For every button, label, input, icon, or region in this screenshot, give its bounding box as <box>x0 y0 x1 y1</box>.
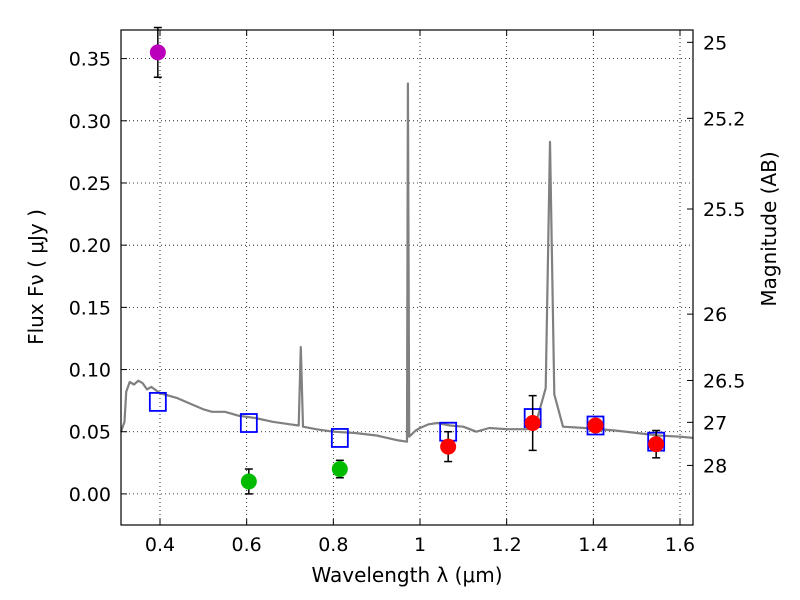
right-tick-label: 27 <box>703 412 727 434</box>
spectrum-line <box>119 82 694 443</box>
x-axis: 0.4 0.6 0.8 1 1.2 1.4 1.6 <box>145 30 695 556</box>
right-tick-label: 26 <box>703 304 727 326</box>
grid <box>121 30 693 525</box>
right-tick-label: 25.2 <box>703 108 745 130</box>
data-point <box>587 417 604 434</box>
data-point <box>648 436 665 453</box>
x-axis-label: Wavelength λ (μm) <box>311 563 502 587</box>
x-tick-label: 1.4 <box>578 534 608 556</box>
y-tick-label: 0.25 <box>69 173 111 195</box>
x-tick-label: 0.8 <box>318 534 348 556</box>
model-square-point <box>239 413 258 433</box>
x-tick-label: 0.6 <box>232 534 262 556</box>
y-tick-label: 0.15 <box>69 297 111 319</box>
model-square-point <box>148 391 167 412</box>
y-tick-label: 0.05 <box>69 422 111 444</box>
right-tick-label: 28 <box>703 455 727 477</box>
y-tick-label: 0.10 <box>69 360 111 382</box>
right-tick-label: 25 <box>703 32 727 54</box>
plot-frame <box>120 29 694 526</box>
x-tick-label: 1 <box>414 534 426 556</box>
x-tick-label: 1.2 <box>492 534 522 556</box>
data-point <box>524 415 541 432</box>
right-tick-label: 26.5 <box>703 370 745 392</box>
data-point <box>440 438 457 455</box>
y-tick-label: 0.20 <box>69 235 111 257</box>
model-square-point <box>330 428 349 448</box>
x-tick-label: 1.6 <box>665 534 695 556</box>
y-tick-label: 0.35 <box>69 49 111 71</box>
x-tick-label: 0.4 <box>145 534 175 556</box>
data-point <box>331 461 348 478</box>
y-axis-label: Flux Fν ( μJy ) <box>24 209 48 345</box>
y-axis: 0.00 0.05 0.10 0.15 0.20 0.25 0.30 0.35 <box>69 49 127 506</box>
series <box>119 26 694 495</box>
right-axis-label: Magnitude (AB) <box>757 151 781 306</box>
y-tick-label: 0.30 <box>69 111 111 133</box>
right-axis: 25 25.2 25.5 26 26.5 27 28 <box>687 32 745 477</box>
data-point <box>240 473 257 490</box>
data-point <box>149 44 166 61</box>
y-tick-label: 0.00 <box>69 484 111 506</box>
right-tick-label: 25.5 <box>703 199 745 221</box>
